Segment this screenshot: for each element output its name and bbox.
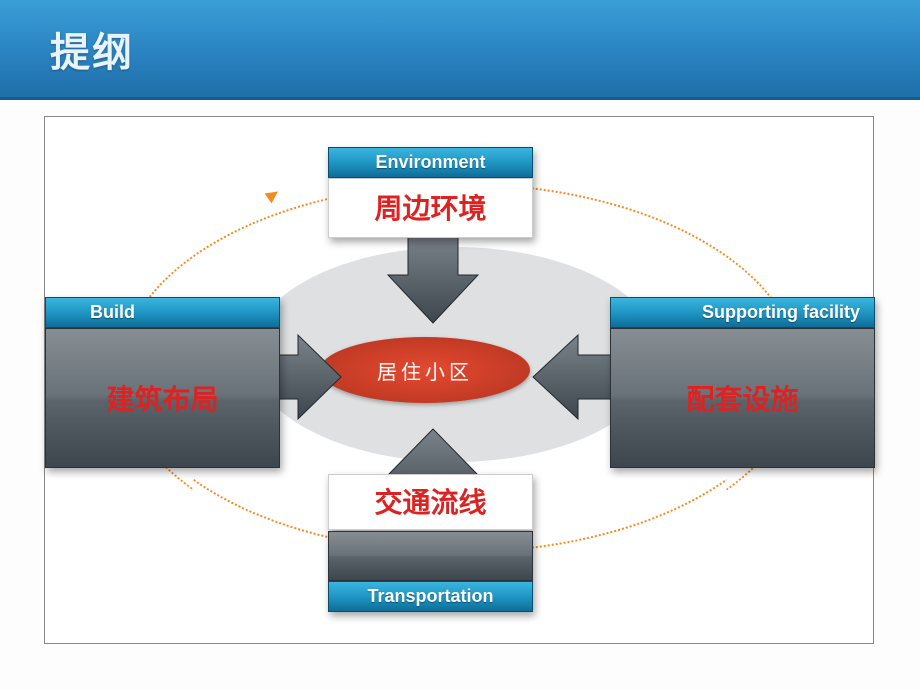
node-supporting-facility-body: 配套设施 [610,328,875,468]
node-supporting-facility-header: Supporting facility [610,297,875,328]
slide-title: 提纲 [50,20,134,78]
node-build-header: Build [45,297,280,328]
diagram-frame: 居住小区 Environment 周边环境 交通流线 [44,116,874,644]
center-hub: 居住小区 [320,337,530,403]
node-transportation-body: 交通流线 [328,474,533,530]
node-transportation-header: Transportation [328,581,533,612]
center-hub-label: 居住小区 [377,356,473,385]
node-supporting-facility-label: 配套设施 [686,378,798,418]
slide-header: 提纲 [0,0,920,100]
node-supporting-facility: Supporting facility 配套设施 [610,297,875,468]
node-transportation-label: 交通流线 [329,481,532,521]
node-environment-label: 周边环境 [329,187,532,227]
node-build-body: 建筑布局 [45,328,280,468]
node-build-label: 建筑布局 [106,378,218,418]
arrow-down-icon [383,235,483,325]
arrow-left-icon [523,327,623,427]
node-transportation-face [328,531,533,581]
node-environment-body: 周边环境 [328,178,533,238]
node-build: Build 建筑布局 [45,297,280,468]
node-environment: Environment 周边环境 [328,147,533,238]
orbit-arrowhead-icon [265,187,282,204]
node-transportation: 交通流线 Transportation [328,475,533,612]
node-environment-header: Environment [328,147,533,178]
